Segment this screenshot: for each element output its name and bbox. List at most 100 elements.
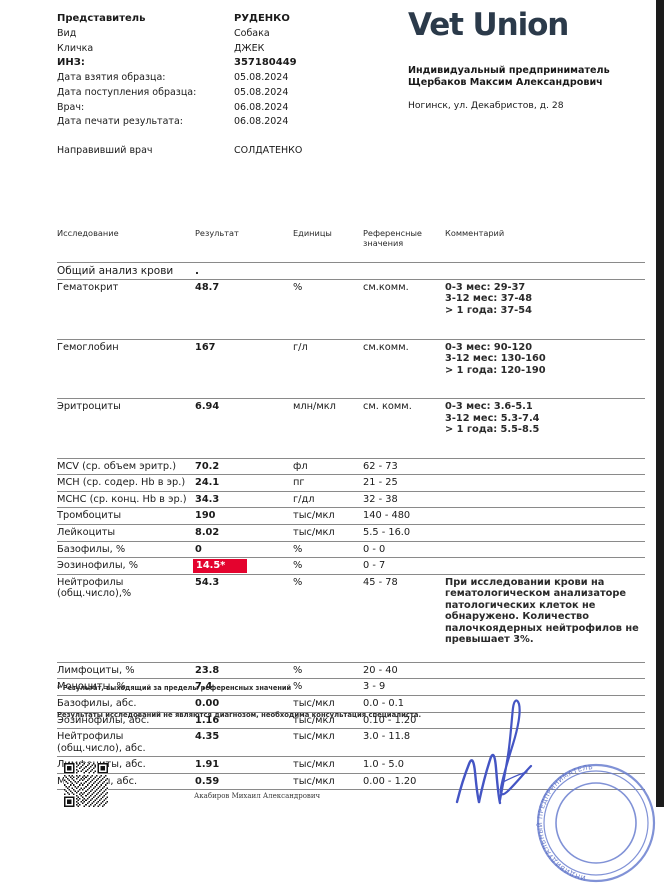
row-comment [445,507,645,525]
abnormal-result-badge: 14.5* [193,559,248,573]
table-row: Лимфоциты, абс. 1.91 тыс/мкл 1.0 - 5.0 [57,756,645,774]
row-reference: 0.0 - 0.1 [363,695,445,713]
row-result-value: 34.3 [195,490,293,508]
row-result-value: 48.7 [195,278,293,340]
row-test-name: Нейтрофилы (общ.число), абс. [57,728,195,757]
table-row: Нейтрофилы (общ.число),% 54.3 % 45 - 78 … [57,573,645,663]
row-result-cell: 14.5* [193,557,293,575]
row-test-name: Тромбоциты [57,507,195,525]
row-test-name: Лейкоциты [57,523,195,542]
table-row: Эритроциты 6.94 млн/мкл см. комм. 0-3 ме… [57,398,645,459]
row-reference: 20 - 40 [363,661,445,679]
patient-row-nickname: Кличка ДЖЕК [57,44,302,59]
spacer-cell-left [57,132,234,146]
row-units: тыс/мкл [293,695,363,713]
row-comment [445,695,645,713]
signatory-name: Акабиров Михаил Александрович [194,792,321,800]
patient-row-doctor: Врач: 06.08.2024 [57,101,302,118]
bottom-rule-reference [363,789,445,791]
row-reference: см.комм. [363,278,445,340]
row-comment [445,523,645,542]
row-units: % [293,661,363,679]
abnormal-legend: * Результат, выходящий за пределы рефере… [57,684,292,692]
row-units: млн/мкл [293,398,363,459]
table-row: MCHC (ср. конц. Hb в эр.) 34.3 г/дл 32 -… [57,490,645,508]
patient-label-doctor: Врач: [57,101,85,113]
table-row: Базофилы, абс. 0.00 тыс/мкл 0.0 - 0.1 [57,695,645,713]
row-reference: см.комм. [363,338,445,399]
lab-results-table: Исследование Результат Единицы Референсн… [57,228,645,791]
row-result-value: 8.02 [195,523,293,542]
document-page: Представитель РУДЕНКО Вид Собака Кличка … [57,9,656,883]
row-units: пг [293,474,363,492]
row-comment [445,756,645,774]
section-result: . [195,261,293,280]
row-comment [445,661,645,679]
row-result-value: 70.2 [195,457,293,475]
patient-row-referring-doctor: Направивший врач СОЛДАТЕНКО [57,146,302,161]
patient-row-spacer [57,132,302,146]
row-test-name: Лимфоциты, % [57,661,195,679]
row-test-name: Эозинофилы, абс. [57,711,195,729]
row-test-name: Гемоглобин [57,338,195,399]
patient-value-print-date: 06.08.2024 [234,116,289,128]
row-test-name: MCHC (ср. конц. Hb в эр.) [57,490,195,508]
patient-label-nickname: Кличка [57,42,94,54]
row-units: % [293,678,363,696]
brand-entity-name: Индивидуальный предприниматель Щербаков … [408,65,610,88]
table-row: Нейтрофилы (общ.число), абс. 4.35 тыс/мк… [57,728,645,757]
patient-value-received-date: 05.08.2024 [234,86,289,98]
row-comment [445,490,645,508]
patient-value-referring-doctor: СОЛДАТЕНКО [234,144,303,156]
footnotes-block: * Результат, выходящий за пределы рефере… [57,684,577,719]
row-comment [445,474,645,492]
disclaimer-text: Результаты исследований не являются диаг… [57,711,422,719]
spacer-cell-right [234,132,302,146]
section-reference [363,261,445,280]
row-result-value: 1.91 [195,756,293,774]
row-result-value: 190 [195,507,293,525]
lab-results-body: Общий анализ крови . Гематокрит 48.7 % с… [57,261,645,790]
bottom-rule-test [57,789,195,791]
row-units: г/л [293,338,363,399]
row-units: фл [293,457,363,475]
column-header-result: Результат [195,228,239,238]
patient-row-print-date: Дата печати результата: 06.08.2024 [57,117,302,132]
table-row: MCH (ср. содер. Hb в эр.) 24.1 пг 21 - 2… [57,474,645,492]
row-result-value: 6.94 [195,398,293,459]
row-reference: 3.0 - 11.8 [363,728,445,757]
row-units: г/дл [293,490,363,508]
row-reference: 1.0 - 5.0 [363,756,445,774]
table-section-row: Общий анализ крови . [57,261,645,280]
table-row-abnormal: Эозинофилы, % 14.5* % 0 - 7 [57,557,645,575]
bottom-rule-comment [445,789,645,791]
row-reference: 5.5 - 16.0 [363,523,445,542]
table-row: Моноциты, абс. 0.59 тыс/мкл 0.00 - 1.20 [57,772,645,790]
row-result-value: 0 [195,540,293,558]
row-test-name: Базофилы, % [57,540,195,558]
patient-value-species: Собака [234,28,270,40]
row-units: тыс/мкл [293,523,363,542]
row-reference: 0 - 7 [363,557,445,575]
bottom-rule-result [195,789,293,791]
patient-row-representative: Представитель РУДЕНКО [57,13,302,29]
row-test-name: MCH (ср. содер. Hb в эр.) [57,474,195,492]
row-test-name: Гематокрит [57,278,195,340]
table-row: Гемоглобин 167 г/л см.комм. 0-3 мес: 90-… [57,338,645,399]
row-result-value: 0.00 [195,695,293,713]
table-row: Базофилы, % 0 % 0 - 0 [57,540,645,558]
row-reference: 21 - 25 [363,474,445,492]
table-row: Моноциты, % 7.4 % 3 - 9 [57,678,645,696]
patient-value-nickname: ДЖЕК [234,42,265,54]
patient-row-sample-date: Дата взятия образца: 05.08.2024 [57,73,302,88]
row-reference: 140 - 480 [363,507,445,525]
row-comment [445,711,645,729]
table-row: Лимфоциты, % 23.8 % 20 - 40 [57,661,645,679]
row-reference: 32 - 38 [363,490,445,508]
patient-label-received-date: Дата поступления образца: [57,86,197,98]
bottom-rule-units [293,789,363,791]
row-comment [445,557,645,575]
row-reference: 45 - 78 [363,573,445,663]
column-header-units: Единицы [293,228,332,238]
table-row: MCV (ср. объем эритр.) 70.2 фл 62 - 73 [57,457,645,475]
